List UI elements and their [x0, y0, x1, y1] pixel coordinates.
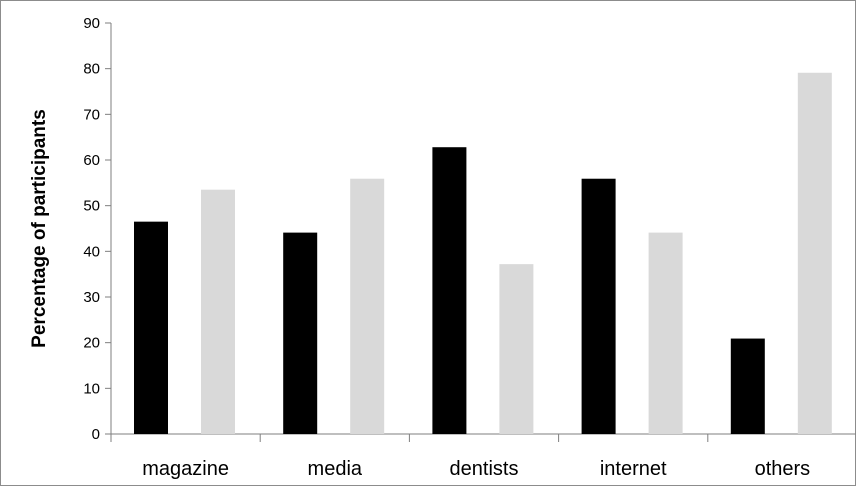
x-category-label: dentists — [450, 458, 519, 480]
x-axis: magazine media dentists internet others — [110, 433, 856, 480]
x-ticks: magazine media dentists internet others — [110, 434, 811, 480]
bar-series-1-dentists — [432, 147, 467, 435]
bar-series-2-internet — [648, 232, 683, 434]
y-axis: 0 10 20 30 40 50 60 70 80 90 — [83, 15, 112, 443]
y-tick-label: 20 — [83, 335, 100, 352]
y-tick-label: 60 — [83, 152, 100, 169]
y-tick-label: 70 — [83, 106, 100, 123]
x-category-label: media — [308, 458, 363, 480]
bar-series-1-internet — [581, 178, 616, 434]
bar-series-1-others — [730, 338, 765, 434]
bar-series-2-dentists — [499, 264, 534, 434]
y-tick-label: 90 — [83, 15, 100, 32]
y-tick-label: 80 — [83, 61, 100, 78]
bar-series-1-media — [283, 232, 318, 434]
y-tick-label: 50 — [83, 198, 100, 215]
bar-series-2-media — [350, 178, 385, 434]
bar-series-2-magazine — [201, 189, 235, 434]
y-tick-label: 30 — [83, 289, 100, 306]
x-category-label: magazine — [142, 458, 229, 480]
y-tick-label: 10 — [83, 380, 100, 397]
y-tick-label: 0 — [92, 426, 100, 443]
bar-series-1-magazine — [134, 221, 168, 434]
x-category-label: internet — [600, 458, 667, 480]
x-category-label: others — [755, 458, 811, 480]
bars — [134, 72, 832, 435]
bar-series-2-others — [797, 72, 832, 434]
y-tick-label: 40 — [83, 243, 100, 260]
y-ticks: 0 10 20 30 40 50 60 70 80 90 — [83, 15, 111, 443]
y-axis-title: Percentage of participants — [29, 109, 50, 348]
